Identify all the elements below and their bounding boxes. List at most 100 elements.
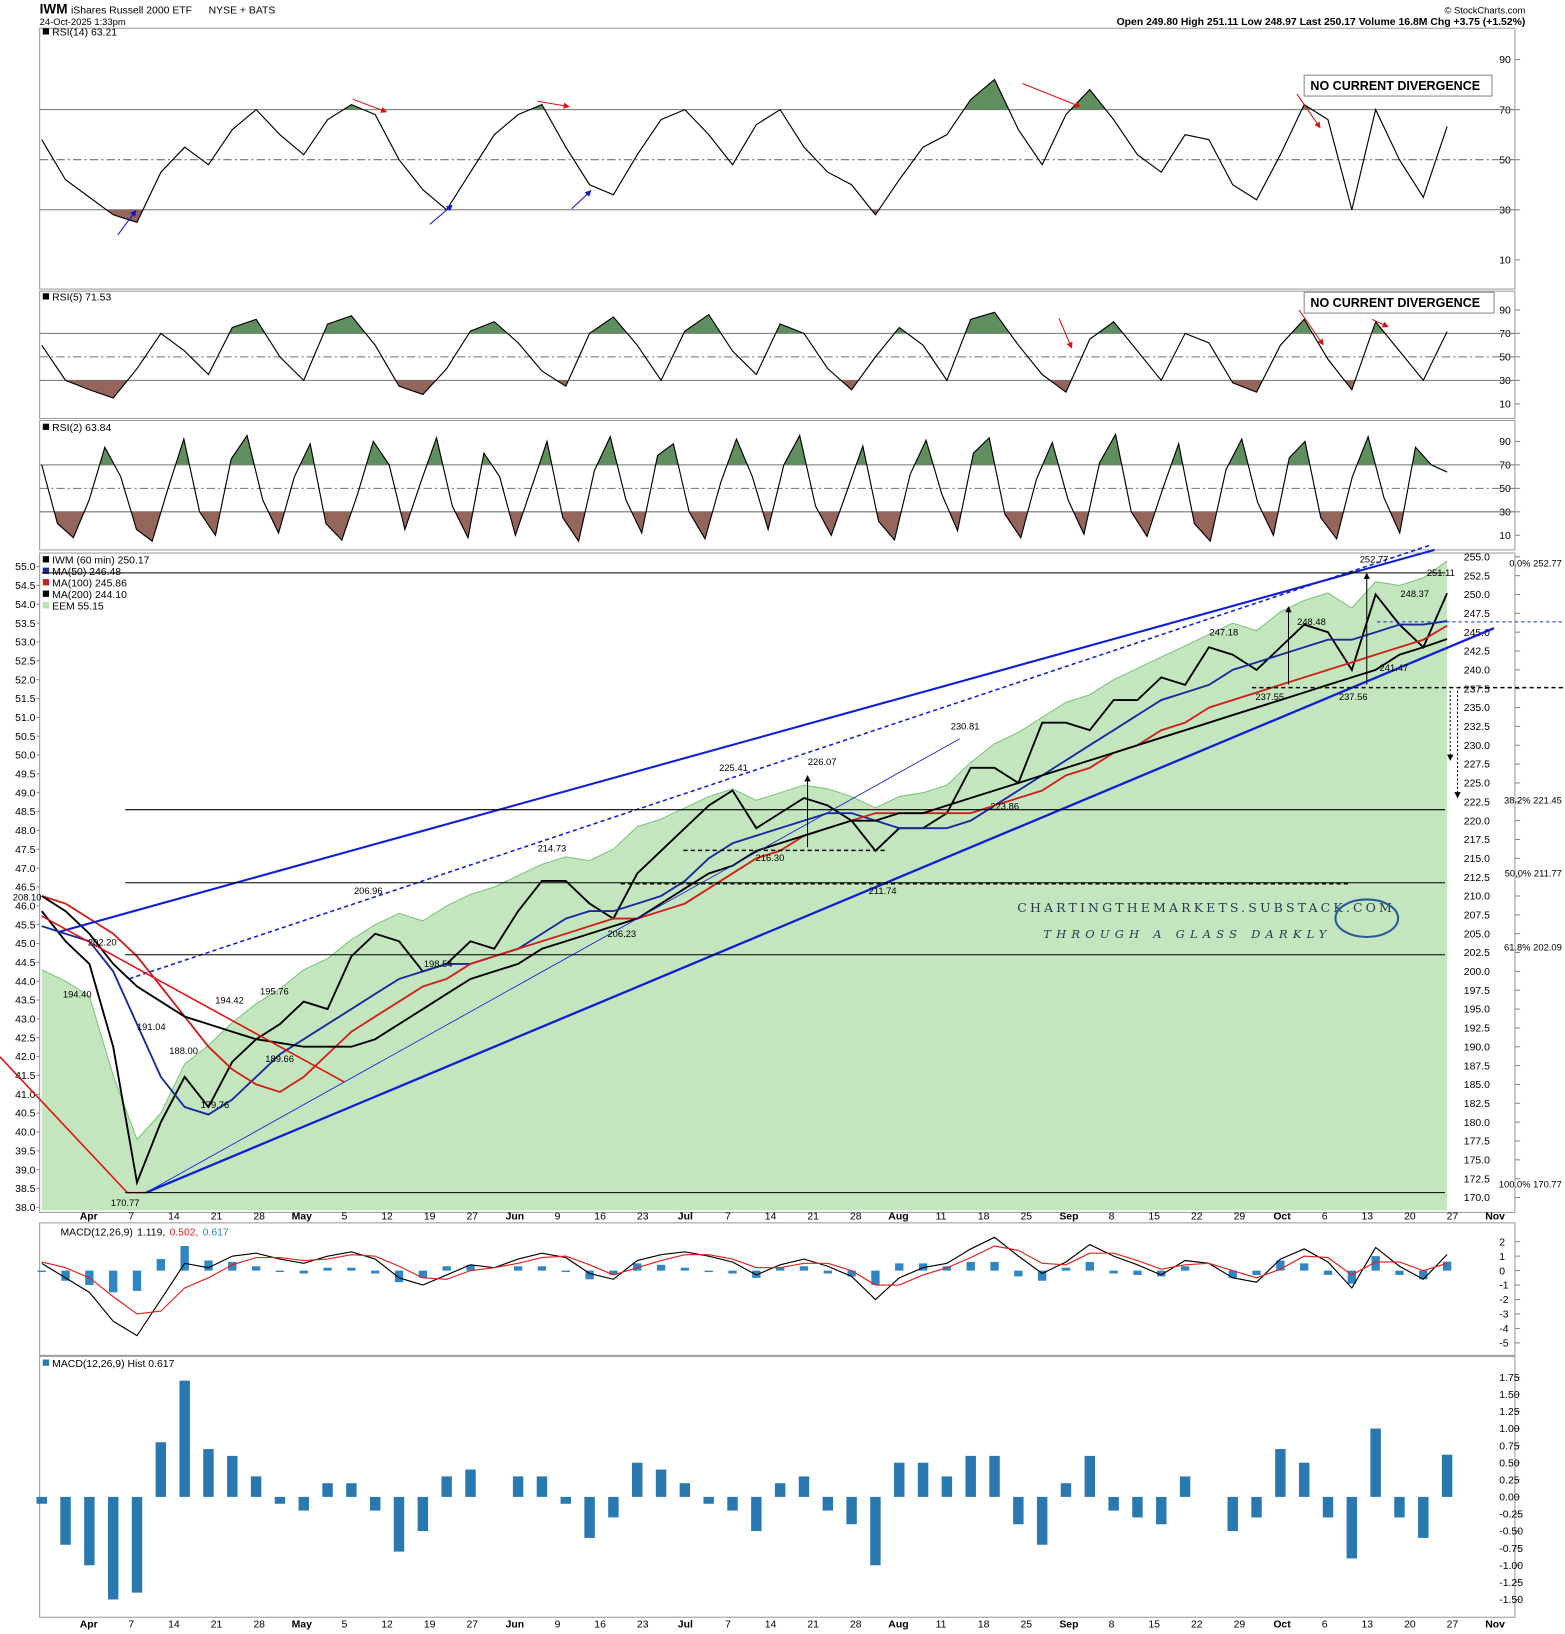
x-tick-label: 5 bbox=[341, 1212, 347, 1223]
hist-bar bbox=[441, 1476, 452, 1497]
y-tick-label: 40.5 bbox=[15, 1109, 35, 1120]
hist-bar bbox=[274, 1496, 286, 1504]
price-label: 241.47 bbox=[1380, 663, 1409, 673]
macd-hist-bar bbox=[156, 1259, 166, 1271]
y-tick-label: 54.5 bbox=[15, 581, 35, 592]
hist-bar bbox=[1251, 1496, 1262, 1518]
series-line bbox=[41, 624, 1448, 1094]
channel-line bbox=[129, 543, 1432, 980]
panel-frame bbox=[39, 552, 1516, 1213]
copyright: © StockCharts.com bbox=[1444, 6, 1525, 16]
price-label: 216.30 bbox=[756, 853, 785, 863]
overbought-fill bbox=[41, 79, 1448, 110]
legend-swatch bbox=[42, 293, 50, 300]
series-line bbox=[41, 1245, 1448, 1315]
y-tick-label: 70 bbox=[1499, 329, 1511, 340]
divergence-arrow bbox=[1298, 309, 1324, 346]
macd-hist-bar bbox=[728, 1270, 737, 1274]
y-tick-label: 38.5 bbox=[15, 1184, 35, 1195]
price-label: 206.96 bbox=[354, 886, 383, 896]
y-tick-label: 55.0 bbox=[15, 562, 35, 573]
macd-hist-bar bbox=[299, 1270, 308, 1274]
legend-swatch bbox=[42, 28, 50, 35]
macd-hist-bar bbox=[633, 1263, 642, 1271]
series-line bbox=[41, 560, 1448, 1141]
hist-bar bbox=[107, 1496, 119, 1600]
x-tick-label: 13 bbox=[1361, 1620, 1373, 1631]
y-tick-label: 252.5 bbox=[1464, 571, 1490, 582]
x-tick-label: 14 bbox=[765, 1620, 777, 1631]
panel: 10 30 50 70 90 RSI(14) 63.21 bbox=[39, 28, 1521, 267]
y-tick-label: 0.50 bbox=[1499, 1458, 1519, 1469]
price-label: 251.11 bbox=[1427, 568, 1455, 578]
y-tick-label: 10 bbox=[1499, 399, 1511, 410]
macd-hist-bar bbox=[37, 1270, 46, 1273]
y-tick-label: 0.75 bbox=[1499, 1441, 1519, 1452]
legend-entry: EEM 55.15 bbox=[52, 601, 104, 612]
fib-label: 100.0% 170.77 bbox=[1499, 1179, 1562, 1189]
y-tick-label: 43.5 bbox=[15, 996, 35, 1007]
x-tick-label: 15 bbox=[1148, 1620, 1160, 1631]
tagline: THROUGH A GLASS DARKLY bbox=[1043, 927, 1331, 941]
price-label: 211.74 bbox=[869, 886, 897, 896]
y-tick-label: 195.0 bbox=[1464, 1005, 1490, 1016]
macd-hist-bar bbox=[1014, 1270, 1023, 1277]
symbol: IWM bbox=[40, 2, 68, 17]
price-label: 170.77 bbox=[111, 1198, 140, 1208]
legend-entry: MACD(12,26,9) Hist 0.617 bbox=[52, 1359, 174, 1370]
y-tick-label: -0.75 bbox=[1499, 1544, 1523, 1555]
series-line bbox=[41, 78, 1448, 223]
price-label: 194.42 bbox=[215, 996, 244, 1006]
y-tick-label: 42.5 bbox=[15, 1033, 35, 1044]
hist-bar bbox=[1370, 1428, 1381, 1497]
price-label: 206.23 bbox=[607, 929, 636, 939]
x-tick-label: Nov bbox=[1485, 1212, 1505, 1223]
y-tick-label: 70 bbox=[1499, 461, 1511, 472]
x-tick-label: Sep bbox=[1059, 1212, 1078, 1223]
note: NO CURRENT DIVERGENCE bbox=[1310, 79, 1480, 93]
price-label: 208.10 bbox=[13, 892, 42, 902]
x-tick-label: 28 bbox=[253, 1620, 265, 1631]
y-tick-label: 240.0 bbox=[1464, 666, 1490, 677]
price-label: 252.77 bbox=[1360, 554, 1389, 564]
y-tick-label: 10 bbox=[1499, 531, 1511, 542]
macd-hist-bar bbox=[1252, 1270, 1261, 1275]
macd-hist-bar bbox=[966, 1261, 975, 1271]
x-tick-label: 18 bbox=[978, 1620, 990, 1631]
macd-hist-bar bbox=[1276, 1260, 1285, 1271]
legend-swatch bbox=[42, 423, 50, 430]
y-tick-label: 230.0 bbox=[1464, 741, 1490, 752]
divergence-arrow bbox=[352, 98, 388, 113]
x-tick-label: 12 bbox=[381, 1212, 393, 1223]
note-box bbox=[1303, 74, 1493, 97]
macd-hist-bar bbox=[466, 1264, 475, 1271]
hist-bar bbox=[870, 1496, 881, 1566]
hist-bar bbox=[393, 1496, 405, 1552]
y-tick-label: 1.75 bbox=[1499, 1373, 1519, 1384]
x-tick-label: 7 bbox=[725, 1212, 731, 1223]
y-tick-label: 177.5 bbox=[1464, 1137, 1490, 1148]
macd-hist-bar bbox=[799, 1266, 809, 1271]
y-tick-label: 51.0 bbox=[15, 713, 35, 724]
security-name: iShares Russell 2000 ETF bbox=[71, 6, 192, 17]
price-label: 225.41 bbox=[719, 763, 748, 773]
y-tick-label: 185.0 bbox=[1464, 1080, 1490, 1091]
y-tick-label: 1.25 bbox=[1499, 1407, 1519, 1418]
legend-swatch bbox=[42, 567, 50, 574]
y-tick-label: 0 bbox=[1499, 1266, 1505, 1277]
hist-bar bbox=[989, 1455, 1000, 1497]
price-label: 194.40 bbox=[63, 989, 92, 999]
hist-bar bbox=[965, 1455, 976, 1497]
hist-bar bbox=[1060, 1483, 1072, 1497]
y-tick-label: 50.5 bbox=[15, 732, 35, 743]
hist-bar bbox=[227, 1455, 238, 1497]
y-tick-label: 44.5 bbox=[15, 958, 35, 969]
note-box bbox=[1303, 291, 1495, 314]
hist-bar bbox=[941, 1476, 953, 1497]
macd-hist-bar bbox=[1442, 1261, 1452, 1271]
x-tick-label: Jun bbox=[506, 1620, 525, 1631]
hist-bar bbox=[346, 1483, 357, 1497]
hist-bar bbox=[751, 1496, 762, 1532]
hist-bar bbox=[1108, 1496, 1119, 1511]
hist-bar bbox=[36, 1496, 47, 1504]
